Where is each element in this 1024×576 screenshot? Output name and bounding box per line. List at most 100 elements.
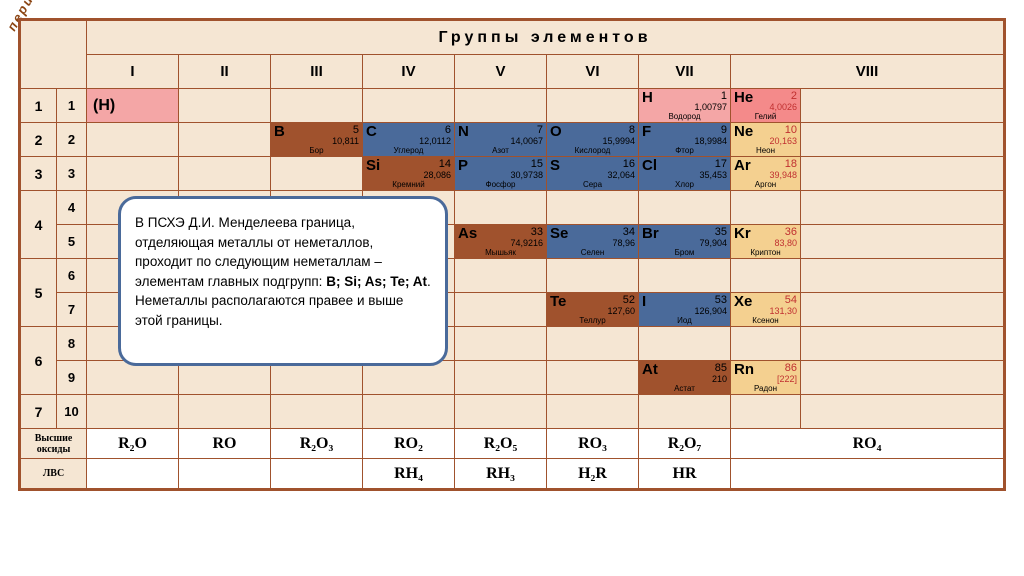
element-cell: Rn86[222]Радон bbox=[731, 361, 800, 394]
element-mass: 79,904 bbox=[699, 238, 727, 248]
element-number: 1 bbox=[721, 90, 727, 102]
element-name: Астат bbox=[639, 384, 730, 393]
element-symbol: Ne bbox=[734, 125, 753, 139]
element-symbol: Si bbox=[366, 159, 380, 173]
lvs-4: RH₄ bbox=[363, 459, 455, 489]
element-number: 10 bbox=[785, 124, 797, 136]
element-number: 53 bbox=[715, 294, 727, 306]
lvs-2 bbox=[179, 459, 271, 489]
element-symbol: F bbox=[642, 125, 651, 139]
element-cell: P 1530,9738Фосфор bbox=[455, 157, 546, 190]
element-symbol: Ar bbox=[734, 159, 751, 173]
row-6: 6 bbox=[57, 259, 87, 293]
element-symbol: Se bbox=[550, 227, 568, 241]
element-O: O815,9994Кислород bbox=[547, 123, 639, 157]
element-symbol: Cl bbox=[642, 159, 657, 173]
element-N: N714,0067Азот bbox=[455, 123, 547, 157]
row-5: 5 bbox=[57, 225, 87, 259]
period-1: 1 bbox=[21, 89, 57, 123]
element-He: He24,0026Гелий bbox=[731, 89, 801, 123]
element-number: 33 bbox=[531, 226, 543, 238]
group-col-4: IV bbox=[363, 55, 455, 89]
element-cell: F918,9984Фтор bbox=[639, 123, 730, 156]
element-symbol: Te bbox=[550, 295, 566, 309]
row-4: 4 bbox=[57, 191, 87, 225]
period-4: 4 bbox=[21, 191, 57, 259]
period-3: 3 bbox=[21, 157, 57, 191]
element-symbol: N bbox=[458, 125, 469, 139]
element-mass: 1,00797 bbox=[694, 102, 727, 112]
element-cell: Ar 1839,948Аргон bbox=[731, 157, 800, 190]
element-mass: 210 bbox=[712, 374, 727, 384]
element-symbol: H bbox=[642, 91, 653, 105]
oxides-label: Высшие оксиды bbox=[21, 429, 87, 459]
element-name: Криптон bbox=[731, 248, 800, 257]
element-mass: 74,9216 bbox=[510, 238, 543, 248]
element-cell: Xe54131,30Ксенон bbox=[731, 293, 800, 326]
lvs-row: ЛВС RH₄ RH₃ H₂R HR bbox=[21, 459, 1004, 489]
element-number: 54 bbox=[785, 294, 797, 306]
element-At: At85210Астат bbox=[639, 361, 731, 395]
element-name: Теллур bbox=[547, 316, 638, 325]
element-symbol: Kr bbox=[734, 227, 751, 241]
lvs-3 bbox=[271, 459, 363, 489]
group-col-3: III bbox=[271, 55, 363, 89]
element-symbol: At bbox=[642, 363, 658, 377]
element-symbol: P bbox=[458, 159, 468, 173]
group-col-1: I bbox=[87, 55, 179, 89]
element-name: Гелий bbox=[731, 112, 800, 121]
period-1-row: 1 1 (H) H11,00797Водород He24,0026Гелий bbox=[21, 89, 1004, 123]
element-name: Бор bbox=[271, 146, 362, 155]
element-Br: Br3579,904Бром bbox=[639, 225, 731, 259]
element-number: 52 bbox=[623, 294, 635, 306]
element-number: 15 bbox=[531, 158, 543, 170]
element-mass: 14,0067 bbox=[510, 136, 543, 146]
element-cell: Kr3683,80Криптон bbox=[731, 225, 800, 258]
group-col-5: V bbox=[455, 55, 547, 89]
oxide-6: RO₃ bbox=[547, 429, 639, 459]
period-7: 7 bbox=[21, 395, 57, 429]
element-symbol: He bbox=[734, 91, 753, 105]
element-number: 17 bbox=[715, 158, 727, 170]
element-mass: 18,9984 bbox=[694, 136, 727, 146]
element-name: Неон bbox=[731, 146, 800, 155]
lvs-8 bbox=[731, 459, 1004, 489]
oxide-8: RO₄ bbox=[731, 429, 1004, 459]
element-mass: 32,064 bbox=[607, 170, 635, 180]
element-mass: 39,948 bbox=[769, 170, 797, 180]
element-number: 5 bbox=[353, 124, 359, 136]
group-col-6: VI bbox=[547, 55, 639, 89]
element-cell: S1632,064Сера bbox=[547, 157, 638, 190]
period-2: 2 bbox=[21, 123, 57, 157]
element-cell: Se3478,96Селен bbox=[547, 225, 638, 258]
element-number: 18 bbox=[785, 158, 797, 170]
element-S: S1632,064Сера bbox=[547, 157, 639, 191]
element-mass: 35,453 bbox=[699, 170, 727, 180]
element-H: H 11,00797Водород bbox=[639, 89, 731, 123]
period-7-row: 7 10 bbox=[21, 395, 1004, 429]
element-cell: At85210Астат bbox=[639, 361, 730, 394]
element-number: 36 bbox=[785, 226, 797, 238]
element-cell: As3374,9216Мышьяк bbox=[455, 225, 546, 258]
element-cell: B510,811Бор bbox=[271, 123, 362, 156]
element-mass: 126,904 bbox=[694, 306, 727, 316]
element-symbol: As bbox=[458, 227, 477, 241]
element-symbol: Xe bbox=[734, 295, 752, 309]
element-name: Фосфор bbox=[455, 180, 546, 189]
element-symbol: O bbox=[550, 125, 562, 139]
element-name: Водород bbox=[639, 112, 730, 121]
element-cell: O815,9994Кислород bbox=[547, 123, 638, 156]
element-number: 7 bbox=[537, 124, 543, 136]
group-numerals-row: I II III IV V VI VII VIII bbox=[21, 55, 1004, 89]
element-name: Аргон bbox=[731, 180, 800, 189]
lvs-7: HR bbox=[639, 459, 731, 489]
element-name: Радон bbox=[731, 384, 800, 393]
element-mass: 30,9738 bbox=[510, 170, 543, 180]
h-placeholder: (H) bbox=[87, 89, 179, 123]
element-mass: 12,0112 bbox=[419, 136, 451, 146]
element-cell: H 11,00797Водород bbox=[639, 89, 730, 122]
element-cell: Te52127,60Теллур bbox=[547, 293, 638, 326]
element-Si: Si1428,086Кремний bbox=[363, 157, 455, 191]
row-1: 1 bbox=[57, 89, 87, 123]
element-As: As3374,9216Мышьяк bbox=[455, 225, 547, 259]
